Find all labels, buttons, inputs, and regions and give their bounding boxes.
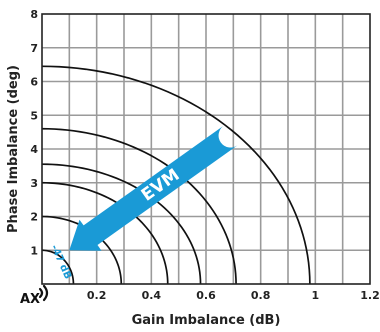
- x-tick-label: 0.2: [87, 289, 107, 302]
- x-tick-label: 1.2: [360, 289, 380, 302]
- y-tick-label: 3: [30, 177, 38, 190]
- y-axis-label: Phase Imbalance (deg): [6, 65, 21, 233]
- evm-arrow: EVM: [69, 125, 238, 251]
- ax-logo: AX: [20, 284, 49, 307]
- evm-curve-6: [41, 65, 311, 285]
- tick-labels: 0.2 0.4 0.6 0.8 1 1.2 1 2 3 4 5 6 7 8: [30, 8, 379, 302]
- x-tick-label: 0.8: [251, 289, 271, 302]
- x-tick-label: 0.4: [142, 289, 162, 302]
- y-tick-label: 7: [30, 42, 38, 55]
- x-tick-label: 1: [312, 289, 320, 302]
- y-tick-label: 2: [30, 211, 38, 224]
- signal-waves-icon: [38, 284, 49, 302]
- evm-arrow-shape: [69, 125, 238, 251]
- y-tick-label: 1: [30, 244, 38, 257]
- evm-curve-1: [41, 249, 75, 285]
- y-tick-label: 4: [30, 143, 38, 156]
- plot-frame: [41, 13, 371, 285]
- x-tick-label: 0.6: [196, 289, 216, 302]
- y-tick-label: 6: [30, 76, 38, 89]
- logo-text: AX: [20, 292, 40, 307]
- y-tick-label: 5: [30, 109, 38, 122]
- x-axis-label: Gain Imbalance (dB): [132, 313, 281, 328]
- y-tick-label: 8: [30, 8, 38, 21]
